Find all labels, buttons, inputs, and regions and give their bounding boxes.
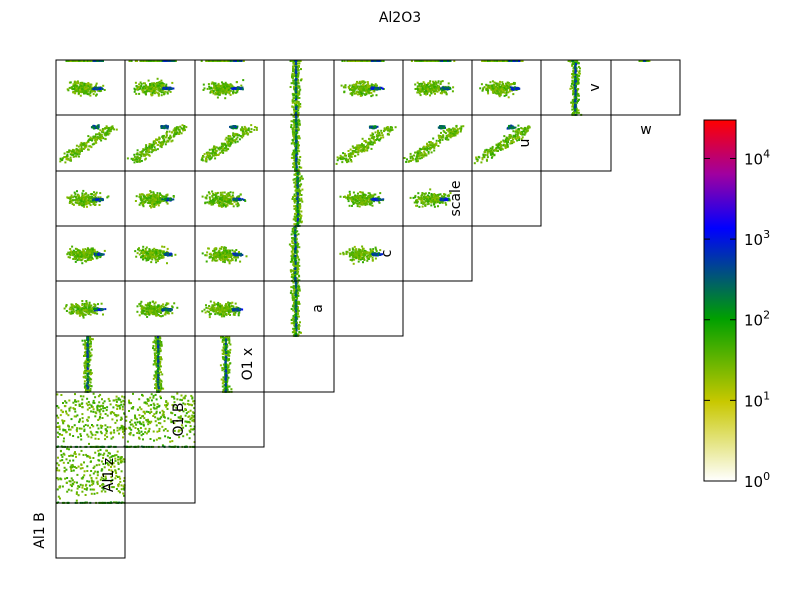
parameter-label: v [587, 83, 603, 91]
pair-cell [289, 60, 303, 116]
colorbar-gradient [703, 119, 737, 482]
pair-cell [414, 80, 455, 97]
pair-cell [291, 171, 304, 227]
colorbar-tick-label: 102 [744, 309, 770, 330]
chart-title: Al2O3 [379, 10, 421, 26]
parameter-label: O1 B [171, 403, 187, 437]
panel-frame [333, 280, 404, 337]
panel-frame [55, 502, 126, 559]
pair-cell [481, 60, 524, 62]
panel-frame [402, 114, 473, 172]
pair-cell [289, 281, 302, 337]
pair-cell [66, 189, 110, 208]
pair-cell [134, 190, 175, 209]
pair-cell [126, 124, 188, 164]
pair-cell [340, 80, 385, 98]
pair-cell [134, 245, 177, 265]
pair-cell [200, 60, 245, 62]
pair-cell [66, 245, 106, 265]
pair-cell [128, 60, 177, 62]
pair-cell [201, 190, 247, 208]
pair-cell [65, 60, 104, 62]
parameter-label: u [517, 139, 533, 148]
pair-cell [288, 226, 301, 282]
pair-cell [403, 124, 465, 163]
parameter-label: Al1 z [101, 458, 117, 492]
parameter-label: Al1 B [32, 512, 48, 548]
pair-cell [339, 190, 385, 208]
pair-cell [81, 336, 94, 393]
pair-cell [339, 245, 384, 265]
pair-cell [289, 60, 302, 62]
pair-cell [409, 188, 452, 208]
parameter-label: a [310, 304, 326, 313]
panel-frame [263, 335, 335, 393]
pair-cell [56, 392, 126, 448]
pair-cell [473, 124, 531, 165]
pair-cell [290, 115, 303, 172]
pair-cell [201, 246, 248, 265]
parameter-labels: Al1 B Al1 z O1 B O1 x a c scale u v w [32, 83, 652, 548]
pair-cell [341, 60, 385, 62]
pair-cell [136, 300, 179, 318]
pair-cell [152, 336, 165, 393]
colorbar-tick-label: 101 [744, 389, 770, 410]
pair-cell [66, 80, 106, 97]
panel-frame [610, 59, 681, 116]
panel-frame [540, 114, 612, 172]
parameter-label: c [379, 250, 395, 258]
pair-cell [410, 60, 456, 62]
colorbar-tick-label: 103 [744, 228, 770, 249]
pair-cell [569, 60, 583, 116]
pair-cell [638, 60, 651, 62]
colorbar-tick-label: 100 [744, 470, 770, 491]
pair-cell [202, 79, 245, 100]
pair-cell [63, 300, 107, 319]
panel-frame [194, 391, 265, 448]
pair-cell [567, 60, 579, 62]
pair-cell [219, 336, 233, 393]
pair-cell [335, 125, 397, 165]
pair-cell [125, 392, 196, 448]
pair-cell [59, 124, 118, 164]
panel-frame [471, 170, 542, 227]
panel-frame [124, 446, 196, 504]
pair-cell [133, 77, 175, 97]
parameter-label: w [640, 122, 651, 138]
parameter-label: O1 x [240, 348, 256, 381]
pair-matrix [55, 59, 681, 559]
panel-frame [402, 225, 473, 282]
colorbar-tick-label: 104 [744, 147, 770, 168]
pair-cell [200, 124, 258, 163]
parameter-label: scale [448, 180, 464, 216]
pair-cell [479, 80, 521, 99]
pair-cell [56, 447, 126, 504]
pair-cell [201, 300, 244, 319]
colorbar-ticks: 100 101 102 103 104 [704, 147, 770, 491]
colorbar: 100 101 102 103 104 [703, 119, 770, 491]
